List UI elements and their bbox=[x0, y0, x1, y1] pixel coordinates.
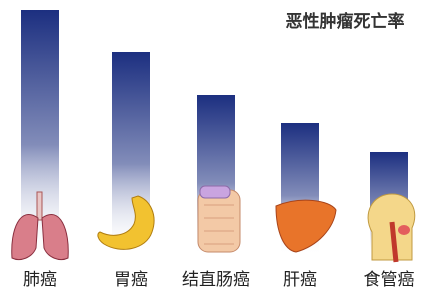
head-icon bbox=[368, 194, 415, 262]
organ-icons bbox=[12, 186, 415, 262]
intestine-icon bbox=[198, 186, 240, 252]
x-tick-label: 结直肠癌 bbox=[182, 270, 250, 290]
chart: 恶性肿瘤死亡率 肺癌 胃癌 结直肠癌 肝癌 食管癌 bbox=[0, 0, 424, 296]
x-tick-label: 胃癌 bbox=[114, 270, 148, 290]
x-tick-label: 肝癌 bbox=[283, 270, 317, 290]
liver-icon bbox=[276, 200, 336, 252]
chart-title: 恶性肿瘤死亡率 bbox=[286, 11, 405, 32]
x-tick-label: 肺癌 bbox=[23, 270, 57, 290]
x-tick-label: 食管癌 bbox=[364, 270, 415, 290]
